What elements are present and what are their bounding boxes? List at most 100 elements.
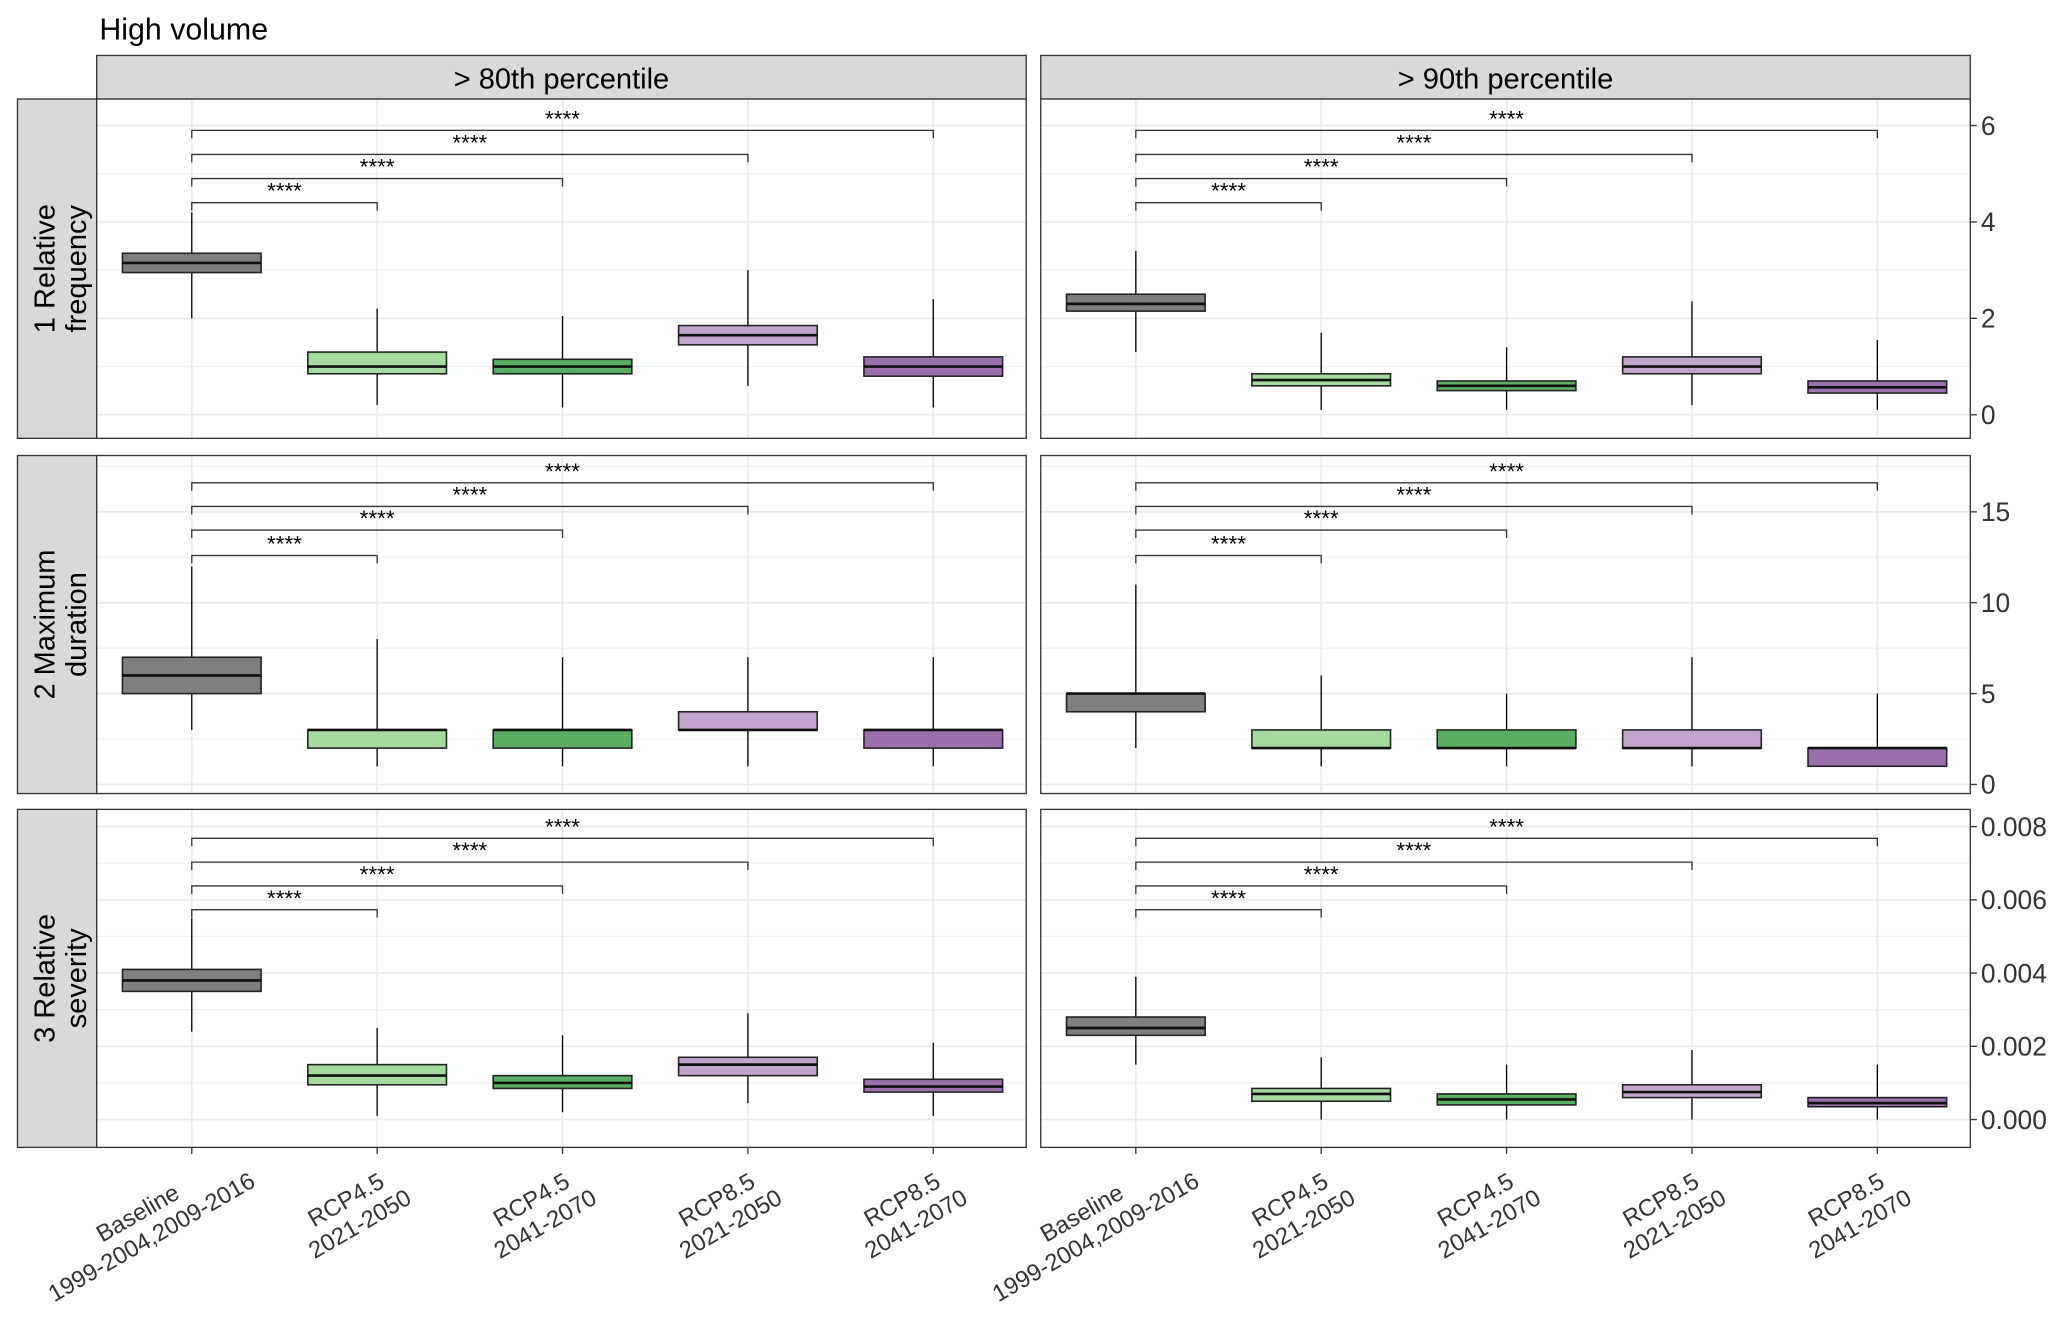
box-iqr bbox=[1807, 747, 1948, 768]
significance-label: **** bbox=[545, 106, 580, 131]
x-tick-label: Baseline1999-2004,2009-2016 bbox=[30, 1143, 260, 1307]
panel: **** **** **** **** bbox=[1040, 808, 1971, 1149]
y-tick-label: 0.002 bbox=[1981, 1032, 2047, 1062]
box-1 bbox=[1251, 332, 1392, 410]
box-3 bbox=[677, 1013, 819, 1104]
y-tick-label: 2 bbox=[1981, 304, 1996, 334]
box-2 bbox=[492, 315, 633, 408]
significance-bracket bbox=[191, 909, 378, 918]
box-4 bbox=[863, 657, 1004, 767]
box-0 bbox=[1065, 250, 1206, 353]
row-strip bbox=[16, 808, 98, 1149]
panel: **** **** **** **** bbox=[96, 454, 1027, 795]
figure-title: High volume bbox=[99, 14, 268, 47]
y-tick-label: 0.008 bbox=[1981, 812, 2047, 842]
significance-bracket bbox=[191, 505, 749, 515]
significance-bracket bbox=[1135, 885, 1508, 894]
significance-label: **** bbox=[1489, 106, 1524, 131]
box-iqr bbox=[307, 729, 448, 749]
box-0 bbox=[121, 212, 262, 319]
row-strip-label: 3 Relativeseverity bbox=[29, 914, 93, 1043]
box-iqr bbox=[863, 729, 1004, 749]
box-2 bbox=[1436, 1064, 1577, 1120]
x-tick-label: RCP8.52041-2070 bbox=[1790, 1160, 1916, 1264]
panel-border bbox=[96, 98, 1027, 440]
row-strip bbox=[16, 454, 98, 795]
x-tick-label: RCP8.52021-2050 bbox=[1605, 1160, 1731, 1264]
row-strip-label-line: 2 Maximum bbox=[29, 550, 61, 700]
box-3 bbox=[1621, 301, 1763, 406]
box-4 bbox=[1807, 340, 1948, 410]
significance-bracket bbox=[1135, 861, 1693, 871]
row-strip bbox=[16, 98, 98, 440]
panel-border bbox=[96, 454, 1027, 795]
y-tick-label: 0.000 bbox=[1981, 1105, 2047, 1135]
row-strip-label-line: 3 Relative bbox=[29, 914, 61, 1043]
significance-label: **** bbox=[267, 532, 302, 557]
significance-label: **** bbox=[1304, 862, 1339, 887]
significance-label: **** bbox=[1211, 886, 1246, 911]
panel-background bbox=[1040, 809, 1971, 1148]
box-3 bbox=[677, 270, 819, 386]
panel: **** **** **** **** bbox=[96, 98, 1027, 440]
panel: **** **** **** **** bbox=[96, 808, 1027, 1149]
y-tick-label: 10 bbox=[1981, 588, 2010, 618]
significance-label: **** bbox=[1211, 179, 1246, 204]
box-iqr bbox=[677, 1056, 819, 1077]
significance-bracket bbox=[1135, 909, 1322, 918]
box-1 bbox=[1251, 675, 1392, 767]
panel-border bbox=[1040, 98, 1971, 440]
box-2 bbox=[492, 657, 633, 767]
significance-label: **** bbox=[1396, 838, 1431, 863]
significance-label: **** bbox=[360, 155, 395, 180]
y-tick-label: 0.006 bbox=[1981, 885, 2047, 915]
box-0 bbox=[1065, 976, 1206, 1065]
y-tick-label: 4 bbox=[1981, 207, 1996, 237]
significance-bracket bbox=[1135, 529, 1508, 538]
box-0 bbox=[121, 918, 262, 1032]
row-strip-label-line: frequency bbox=[61, 204, 93, 332]
x-tick-label: Baseline1999-2004,2009-2016 bbox=[974, 1143, 1204, 1307]
row-strip-label-line: duration bbox=[61, 572, 93, 677]
significance-bracket bbox=[191, 177, 564, 187]
significance-bracket bbox=[1135, 554, 1322, 564]
significance-bracket bbox=[1135, 177, 1508, 187]
significance-label: **** bbox=[1396, 130, 1431, 155]
box-iqr bbox=[1436, 729, 1577, 749]
y-tick-label: 6 bbox=[1981, 111, 1996, 141]
significance-label: **** bbox=[545, 459, 580, 484]
box-iqr bbox=[1251, 729, 1392, 749]
y-tick-label: 0 bbox=[1981, 770, 1996, 800]
box-2 bbox=[1436, 693, 1577, 767]
box-iqr bbox=[307, 351, 448, 375]
box-1 bbox=[307, 639, 448, 767]
significance-label: **** bbox=[545, 814, 580, 839]
box-1 bbox=[307, 1028, 448, 1116]
significance-label: **** bbox=[267, 886, 302, 911]
box-1 bbox=[307, 308, 448, 406]
significance-label: **** bbox=[452, 130, 487, 155]
x-tick-label: RCP4.52021-2050 bbox=[290, 1160, 416, 1264]
significance-bracket bbox=[1135, 837, 1879, 847]
y-tick-label: 15 bbox=[1981, 497, 2010, 527]
x-tick-label: RCP4.52041-2070 bbox=[1420, 1160, 1546, 1264]
column-strip bbox=[1040, 54, 1971, 100]
x-tick-label: RCP4.52041-2070 bbox=[476, 1160, 602, 1264]
x-tick-label: RCP8.52021-2050 bbox=[661, 1160, 787, 1264]
x-tick-label: RCP8.52041-2070 bbox=[846, 1160, 972, 1264]
significance-bracket bbox=[1135, 482, 1879, 491]
significance-label: **** bbox=[452, 838, 487, 863]
significance-bracket bbox=[191, 153, 749, 163]
significance-label: **** bbox=[1489, 459, 1524, 484]
box-4 bbox=[1807, 693, 1948, 768]
significance-label: **** bbox=[1211, 532, 1246, 557]
column-strip-label: > 80th percentile bbox=[454, 63, 669, 95]
significance-bracket bbox=[191, 129, 934, 139]
y-tick-label: 5 bbox=[1981, 679, 1996, 709]
box-3 bbox=[1621, 1049, 1763, 1120]
significance-label: **** bbox=[267, 179, 302, 204]
box-2 bbox=[492, 1035, 633, 1113]
box-1 bbox=[1251, 1057, 1392, 1120]
row-strip-label: 2 Maximumduration bbox=[29, 550, 93, 700]
box-iqr bbox=[677, 710, 819, 731]
